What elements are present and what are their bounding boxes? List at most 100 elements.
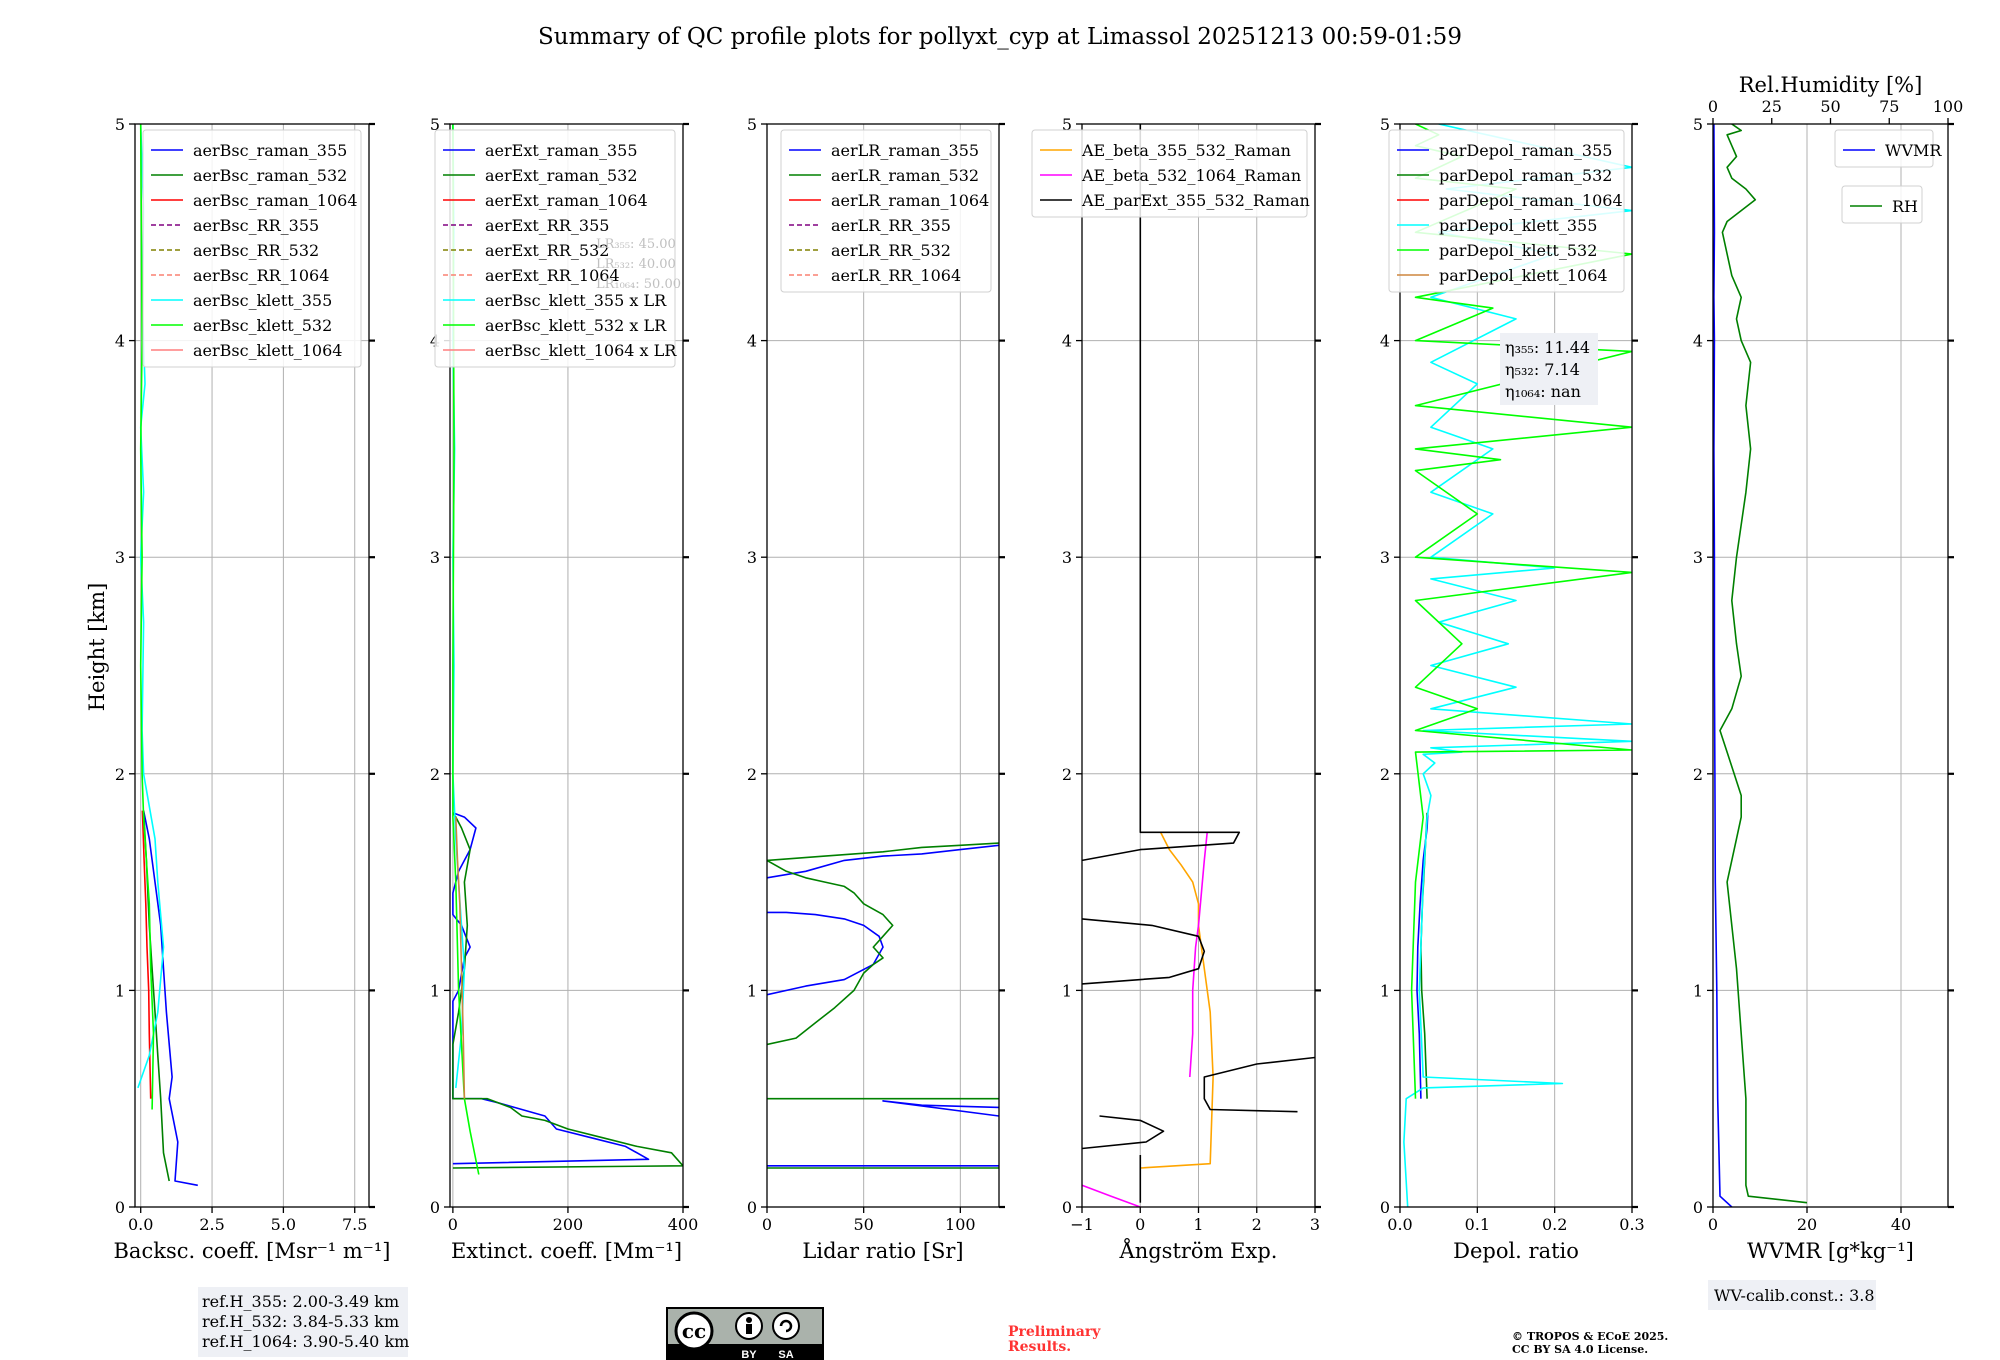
legend-label: aerLR_raman_1064 bbox=[831, 191, 989, 210]
legend-label: aerBsc_klett_355 bbox=[193, 291, 332, 310]
legend-label: aerBsc_RR_532 bbox=[193, 241, 319, 260]
axes-frame bbox=[766, 123, 1000, 1208]
y-tick-label: 1 bbox=[115, 981, 125, 1000]
series-line-RH bbox=[1719, 124, 1808, 1204]
series-line-aerLR_raman_532 bbox=[767, 842, 999, 862]
x-top-tick-label: 0 bbox=[1708, 97, 1718, 116]
y-tick-label: 5 bbox=[430, 115, 440, 134]
series-line-aerExt_raman_532 bbox=[452, 812, 683, 1169]
y-tick-label: 3 bbox=[1062, 548, 1072, 567]
axes-frame bbox=[449, 123, 684, 1208]
legend-label: parDepol_raman_1064 bbox=[1439, 191, 1623, 210]
x-axis-label: WVMR [g*kg⁻¹] bbox=[1747, 1239, 1914, 1263]
legend-label: aerExt_raman_1064 bbox=[485, 191, 648, 210]
y-tick-label: 4 bbox=[747, 332, 757, 351]
x-tick-label: 0.3 bbox=[1619, 1215, 1644, 1234]
figure-title: Summary of QC profile plots for pollyxt_… bbox=[538, 24, 1462, 50]
x-tick-label: 2 bbox=[1252, 1215, 1262, 1234]
x-tick-label: 100 bbox=[945, 1215, 976, 1234]
series-line-AE_parExt_355_532_Raman bbox=[1082, 124, 1241, 862]
legend-label: aerBsc_RR_355 bbox=[193, 216, 319, 235]
legend-label: AE_beta_532_1064_Raman bbox=[1081, 166, 1301, 185]
x-axis-label: Extinct. coeff. [Mm⁻¹] bbox=[451, 1239, 682, 1263]
x-axis-label: Backsc. coeff. [Msr⁻¹ m⁻¹] bbox=[114, 1239, 391, 1263]
y-tick-label: 2 bbox=[115, 765, 125, 784]
y-tick-label: 2 bbox=[1062, 765, 1072, 784]
y-tick-label: 5 bbox=[1380, 115, 1390, 134]
ref-height-box: ref.H_355: 2.00-3.49 km ref.H_532: 3.84-… bbox=[198, 1287, 409, 1357]
x-tick-label: 3 bbox=[1310, 1215, 1320, 1234]
legend-bsc: aerBsc_raman_355 aerBsc_raman_532 aerBsc_r… bbox=[142, 129, 362, 368]
chart-ext: 0123450200400Extinct. coeff. [Mm⁻¹]aerEx… bbox=[430, 115, 698, 1263]
y-tick-label: 0 bbox=[1062, 1198, 1072, 1217]
y-tick-label: 3 bbox=[1693, 548, 1703, 567]
series-group bbox=[767, 842, 999, 1169]
legend-label: aerLR_RR_1064 bbox=[831, 266, 961, 285]
y-tick-label: 4 bbox=[1062, 332, 1072, 351]
legend-frame bbox=[780, 129, 992, 293]
series-line-aerLR_raman_355 bbox=[767, 911, 884, 996]
legend-label: aerBsc_raman_532 bbox=[193, 166, 347, 185]
x-tick-label: 400 bbox=[668, 1215, 699, 1234]
legend-label: AE_parExt_355_532_Raman bbox=[1081, 191, 1310, 210]
legend-label: parDepol_klett_355 bbox=[1439, 216, 1597, 235]
eta-box bbox=[1500, 333, 1598, 405]
series-line-WVMR bbox=[1713, 124, 1733, 1207]
legend-label: parDepol_raman_355 bbox=[1439, 141, 1612, 160]
x-tick-label: 0.0 bbox=[1387, 1215, 1412, 1234]
axes-frame bbox=[1399, 123, 1633, 1208]
lr-label: LR₁₀₆₄: 50.00 bbox=[596, 277, 681, 292]
legend-label: aerLR_RR_532 bbox=[831, 241, 951, 260]
x-tick-label: 7.5 bbox=[342, 1215, 367, 1234]
series-line-aerBsc_raman_355 bbox=[142, 810, 198, 1187]
wv-calib-const: WV-calib.const.: 3.8 bbox=[1714, 1286, 1875, 1305]
legend-label: parDepol_raman_532 bbox=[1439, 166, 1612, 185]
preliminary-line-1: Preliminary bbox=[1008, 1324, 1101, 1340]
eta-label: η₅₃₂: 7.14 bbox=[1505, 360, 1580, 379]
series-line-parDepol_klett_355 bbox=[1403, 124, 1632, 1207]
x-tick-label: 0.1 bbox=[1465, 1215, 1490, 1234]
series-line-aerLR_raman_532 bbox=[767, 859, 894, 1046]
legend-label: aerBsc_raman_355 bbox=[193, 141, 347, 160]
legend-label: aerBsc_klett_355 x LR bbox=[485, 291, 667, 310]
y-tick-label: 0 bbox=[115, 1198, 125, 1217]
y-tick-label: 4 bbox=[115, 332, 125, 351]
series-line-aerLR_raman_355 bbox=[767, 844, 999, 879]
series-line-AE_parExt_355_532_Raman bbox=[1082, 918, 1206, 985]
x-top-axis-label: Rel.Humidity [%] bbox=[1739, 73, 1923, 97]
x-tick-label: 0 bbox=[1135, 1215, 1145, 1234]
legend-label: aerLR_raman_532 bbox=[831, 166, 979, 185]
y-tick-label: 4 bbox=[1693, 332, 1703, 351]
x-top-tick-label: 75 bbox=[1879, 97, 1899, 116]
y-tick-label: 0 bbox=[430, 1198, 440, 1217]
copyright-line-1: © TROPOS & ECoE 2025. bbox=[1512, 1330, 1668, 1343]
y-tick-label: 5 bbox=[1062, 115, 1072, 134]
legend-frame bbox=[1031, 129, 1308, 218]
legend-label: aerLR_raman_355 bbox=[831, 141, 979, 160]
y-tick-label: 4 bbox=[1380, 332, 1390, 351]
panels: 0 1 2 3 4 5 0.0 2.5 5.0 7.5 Backsc. coeff. [Msr⁻¹ … bbox=[114, 73, 1964, 1263]
series-group bbox=[1713, 124, 1808, 1207]
legend-ext: aerExt_raman_355 aerExt_raman_532 aerExt_r… bbox=[434, 129, 677, 368]
y-tick-label: 2 bbox=[747, 765, 757, 784]
cc-icon: cc bbox=[682, 1319, 706, 1343]
legend-label: aerExt_RR_355 bbox=[485, 216, 609, 235]
series-line-AE_parExt_355_532_Raman bbox=[1082, 1115, 1165, 1150]
y-tick-label: 1 bbox=[1062, 981, 1072, 1000]
y-tick-label: 5 bbox=[1693, 115, 1703, 134]
cc-sa-label: SA bbox=[778, 1349, 793, 1360]
chart-depol: 0 1 2 3 4 5 0.0 0.1 0.2 0.3 Depol. ratio parDepol_r… bbox=[1380, 115, 1645, 1263]
x-axis-label: Lidar ratio [Sr] bbox=[802, 1239, 963, 1263]
y-tick-label: 1 bbox=[430, 981, 440, 1000]
x-tick-label: 40 bbox=[1891, 1215, 1911, 1234]
chart-bsc: 0 1 2 3 4 5 0.0 2.5 5.0 7.5 Backsc. coeff. [Msr⁻¹ … bbox=[114, 115, 391, 1263]
legend-depol: parDepol_raman_355 parDepol_raman_532 parD… bbox=[1388, 129, 1625, 293]
series-line-aerBsc_klett_1064 x LR bbox=[455, 817, 466, 1099]
legend-frame bbox=[1841, 185, 1923, 224]
legend-label: aerBsc_klett_532 x LR bbox=[485, 316, 667, 335]
legend-label: aerExt_raman_532 bbox=[485, 166, 638, 185]
x-tick-label: 1 bbox=[1193, 1215, 1203, 1234]
legend-frame bbox=[1834, 129, 1934, 168]
legend-lr: aerLR_raman_355 aerLR_raman_532 aerLR_rama… bbox=[780, 129, 992, 293]
